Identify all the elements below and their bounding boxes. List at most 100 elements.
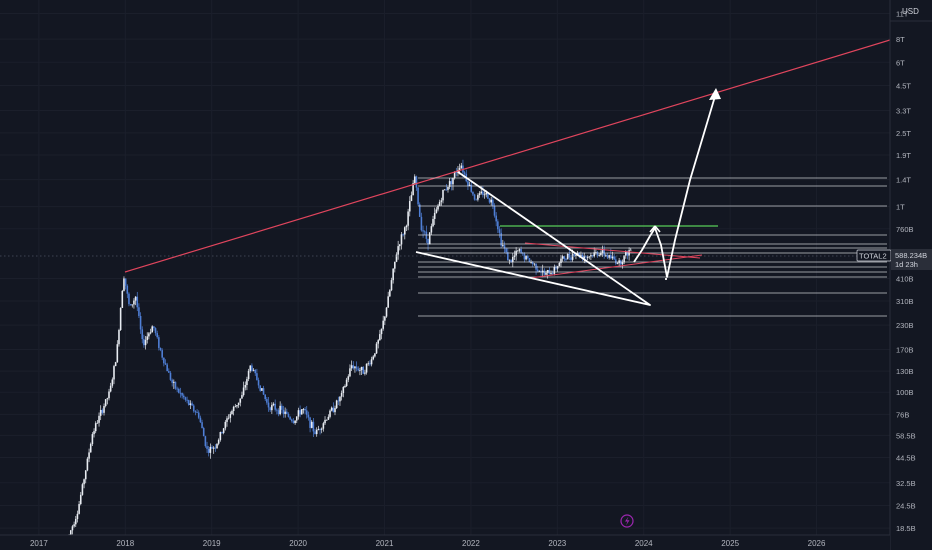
candle-body — [166, 364, 168, 372]
candle-body — [588, 256, 591, 258]
candle-body — [541, 270, 544, 273]
candle-body — [214, 447, 217, 449]
candle-body — [566, 253, 569, 260]
candle-body — [251, 365, 253, 371]
candle-body — [182, 395, 185, 398]
candle-body — [101, 409, 104, 413]
candle-body — [159, 347, 162, 351]
candle-body — [295, 416, 298, 421]
y-tick-label: 4.5T — [896, 81, 911, 90]
candle-body — [239, 398, 242, 403]
candle-body — [520, 249, 522, 253]
long-term-trendline[interactable] — [124, 39, 891, 273]
candle-body — [433, 212, 436, 219]
candle-body — [237, 402, 240, 406]
candle-body — [468, 184, 471, 186]
candle-body — [555, 267, 557, 269]
candle-body — [382, 320, 384, 329]
candle-body — [492, 199, 494, 206]
candle-body — [392, 268, 394, 281]
candle-body — [497, 221, 499, 230]
candle-body — [277, 410, 280, 415]
candle-body — [266, 399, 268, 403]
candle-body — [136, 296, 139, 308]
candle-body — [300, 409, 303, 415]
candle-body — [570, 257, 572, 260]
candle-body — [551, 273, 554, 274]
candle-body — [264, 394, 267, 400]
candle-body — [154, 328, 157, 334]
candle-body — [274, 403, 276, 410]
candle-body — [310, 421, 313, 428]
candle-body — [118, 330, 120, 345]
candle-body — [477, 195, 479, 200]
candle-body — [422, 230, 424, 232]
candle-body — [206, 446, 208, 449]
candle-body — [211, 446, 213, 449]
candle-body — [525, 255, 527, 260]
candle-body — [103, 406, 105, 413]
candle-body — [621, 262, 624, 265]
candle-body — [538, 270, 541, 272]
candle-body — [186, 399, 188, 401]
candle-body — [106, 398, 109, 400]
candle-body — [259, 385, 262, 391]
candle-body — [460, 165, 463, 169]
candle-body — [415, 176, 418, 188]
candle-body — [585, 256, 587, 258]
candle-body — [545, 272, 547, 275]
candle-body — [163, 357, 165, 364]
y-tick-label: 410B — [896, 275, 914, 284]
candle-body — [272, 403, 275, 406]
candle-body — [350, 365, 353, 369]
candle-body — [403, 227, 406, 235]
candle-body — [430, 226, 433, 233]
candle-body — [309, 417, 311, 428]
y-tick-label: 2.5T — [896, 129, 911, 138]
candle-body — [485, 192, 488, 195]
grid — [0, 0, 890, 535]
candle-body — [560, 258, 562, 264]
candle-body — [319, 428, 321, 430]
lightning-icon[interactable] — [620, 514, 634, 528]
currency-label: USD — [902, 7, 919, 16]
candle-body — [402, 234, 404, 236]
candle-body — [69, 530, 72, 535]
price-axis[interactable]: USD 11T 8T 6T 4.5T 3.3T 2.5T 1.9T 1.4T 1T 760B 410… — [856, 0, 932, 550]
candle-body — [221, 432, 223, 433]
candle-body — [531, 262, 534, 265]
candle-body — [164, 363, 167, 365]
projection-path[interactable] — [633, 92, 717, 280]
y-tick-label: 8T — [896, 35, 905, 44]
candle-body — [113, 366, 115, 380]
candle-body — [207, 448, 210, 453]
time-axis[interactable]: 2017 2018 2019 2020 2021 2022 2023 2024 2025 2026 — [0, 534, 890, 550]
falling-wedge[interactable] — [415, 171, 651, 306]
candle-body — [177, 388, 180, 393]
candle-body — [349, 368, 351, 377]
candle-body — [267, 402, 270, 408]
candle-body — [189, 403, 192, 405]
candle-body — [488, 198, 491, 203]
y-tick-label: 230B — [896, 321, 914, 330]
candle-body — [590, 255, 592, 257]
candle-body — [196, 412, 198, 414]
candle-body — [423, 231, 426, 233]
candle-body — [322, 423, 325, 429]
candle-body — [447, 186, 449, 190]
candle-body — [94, 423, 97, 432]
candle-body — [104, 399, 107, 407]
projection-arrowhead — [709, 88, 721, 100]
candle-body — [216, 443, 218, 449]
candle-body — [320, 428, 323, 430]
drawing-layer[interactable] — [0, 39, 891, 317]
candle-body — [610, 255, 612, 259]
candle-body — [199, 417, 202, 423]
candle-body — [578, 252, 581, 257]
candle-body — [502, 245, 504, 246]
candle-body — [583, 256, 586, 259]
candle-body — [518, 249, 521, 251]
y-tick-label: 11T — [896, 9, 909, 18]
y-tick-label: 100B — [896, 388, 914, 397]
